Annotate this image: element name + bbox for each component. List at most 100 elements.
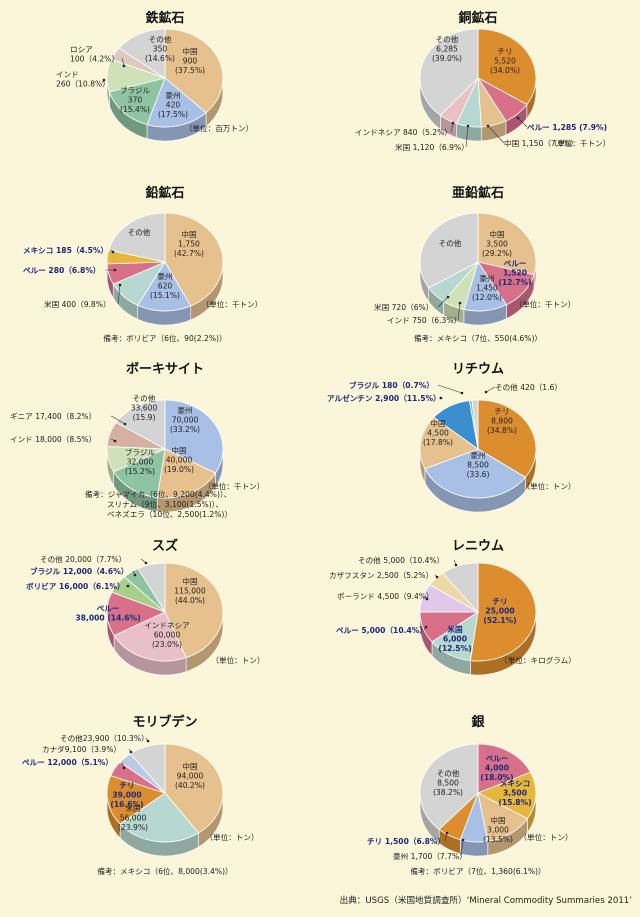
unit-label: （単位：千トン） bbox=[515, 299, 576, 309]
slice-label-line: (38.2%) bbox=[433, 788, 463, 797]
slice-label-line: (17.5%) bbox=[158, 110, 188, 119]
slice-label-line: 3,500 bbox=[486, 240, 508, 249]
pie-slice bbox=[419, 212, 479, 289]
slice-label-line: (40.2%) bbox=[175, 781, 205, 790]
unit-label: （単位：トン） bbox=[211, 655, 264, 665]
leader-dot bbox=[113, 439, 117, 443]
slice-label-line: ブラジル 12,000（4.6%） bbox=[30, 566, 128, 576]
slice-label: ペルー 1,285 (7.9%) bbox=[527, 123, 607, 132]
slice-label: ブラジル 180（0.7%） bbox=[349, 380, 434, 390]
slice-label-line: (29.2%) bbox=[482, 249, 512, 258]
slice-label-line: (23.0%) bbox=[152, 640, 182, 649]
pie-slice bbox=[442, 562, 479, 614]
pie-slice bbox=[113, 448, 166, 499]
slice-label-line: インド 750（6.3%） bbox=[387, 316, 461, 325]
leader-dot bbox=[439, 396, 443, 400]
slice-label-line: 中国 bbox=[430, 418, 445, 428]
slice-label: ペルー 1,520 (12.7%) bbox=[498, 259, 531, 287]
unit-label: （単位：トン） bbox=[519, 832, 572, 842]
slice-label-line: 70,000 bbox=[172, 416, 199, 425]
pie-slice bbox=[115, 399, 166, 450]
slice-label-line: 米国 400（9.8%） bbox=[44, 299, 111, 309]
pie-slice bbox=[164, 212, 224, 307]
slice-label: 中国 900 (37.5%) bbox=[175, 46, 205, 75]
slice-label-line: 4,500 bbox=[427, 429, 449, 438]
pie-slice bbox=[477, 743, 532, 794]
slice-label-line: チリ 1,500（6.8%） bbox=[367, 836, 445, 846]
chart-title: レニウム bbox=[452, 539, 504, 554]
slice-label: 中国 3,500 (29.2%) bbox=[482, 229, 512, 258]
slice-label-line: アルゼンチン 2,900（11.5%） bbox=[327, 393, 441, 403]
slice-label: 中国 115,000 (44.0%) bbox=[174, 576, 206, 605]
slice-label-line: 豪州 bbox=[165, 90, 180, 100]
slice-label-line: 米国 bbox=[125, 803, 140, 813]
slice-label: ペルー 12,000（5.1%） bbox=[22, 757, 113, 767]
leader-line bbox=[437, 296, 449, 308]
slice-label-line: (12.5%) bbox=[438, 644, 471, 653]
slice-label: ギニア 17,400（8.2%） bbox=[10, 412, 96, 421]
slice-label: チリ 39,000 (16.6%) bbox=[110, 781, 143, 809]
leader-line bbox=[485, 386, 496, 393]
slice-label-line: チリ bbox=[494, 407, 509, 416]
chart-note: 備考：ジャマイカ（6位、9,200(4.4%)）、スリナム（9位、3,100(1… bbox=[85, 489, 232, 519]
slice-label-line: 32,000 bbox=[127, 458, 154, 467]
leader-dot bbox=[111, 250, 115, 254]
pie-side bbox=[106, 77, 224, 142]
slice-label-line: 中国 1,150（7.0%） bbox=[504, 138, 578, 148]
slice-label: 中国 1,750 (42.7%) bbox=[174, 229, 204, 258]
slice-label-line: 420 bbox=[166, 101, 181, 110]
chart-title: 亜鉛鉱石 bbox=[452, 185, 504, 201]
pie-side bbox=[419, 261, 537, 326]
slice-label-line: 620 bbox=[158, 282, 173, 291]
leader-dot bbox=[424, 625, 428, 629]
leader-line bbox=[517, 117, 528, 128]
chart-note-line: ベネズエラ（10位、2,500(1.2%)） bbox=[107, 509, 232, 519]
slice-label-line: 8,500 bbox=[437, 779, 459, 788]
slice-label: チリ 5,520 (34.0%) bbox=[490, 47, 520, 75]
slice-label: 豪州 420 (17.5%) bbox=[158, 90, 188, 119]
leader-dot bbox=[486, 124, 490, 128]
slice-label-line: 中国 bbox=[181, 229, 196, 239]
slice-label-line: 米国 bbox=[447, 624, 463, 634]
slice-label: ポーランド 4,500（9.4%） bbox=[337, 592, 434, 601]
slice-label-line: (13.5%) bbox=[483, 835, 513, 844]
chart-title: リチウム bbox=[452, 362, 504, 377]
slice-label-line: 米国 1,120（6.9%） bbox=[395, 142, 469, 152]
leader-dot bbox=[133, 573, 137, 577]
slice-label-line: (23.9%) bbox=[118, 823, 148, 832]
slice-label-line: その他 bbox=[128, 227, 151, 237]
leader-line bbox=[457, 302, 461, 321]
slice-label: 豪州 1,700（7.7%） bbox=[393, 851, 467, 861]
chart-note: 備考：ボリビア（7位、1,360(6.1%)） bbox=[410, 866, 545, 876]
chart-title: 銀 bbox=[471, 714, 484, 730]
slice-label-line: (12.7%) bbox=[498, 278, 531, 287]
leader-line bbox=[487, 125, 505, 144]
slice-label: その他 8,500 (38.2%) bbox=[433, 768, 463, 797]
chart-note: 備考：メキシコ（6位、8,000(3.4%)） bbox=[97, 866, 232, 876]
slice-label-line: (15.2%) bbox=[125, 467, 155, 476]
slice-label-line: ギニア 17,400（8.2%） bbox=[10, 412, 96, 421]
slice-label-line: ブラジル bbox=[120, 85, 151, 95]
pie-slice bbox=[106, 775, 166, 825]
slice-label: ブラジル 12,000（4.6%） bbox=[30, 566, 128, 576]
slice-label-line: (39.0%) bbox=[432, 54, 462, 63]
leader-line bbox=[437, 384, 463, 394]
slice-label-line: 中国 bbox=[182, 761, 197, 771]
slice-label-line: 100（4.2%） bbox=[70, 55, 119, 64]
chart-title: 銅鉱石 bbox=[458, 10, 497, 26]
pie-slice bbox=[119, 792, 200, 843]
pie-slice bbox=[424, 448, 526, 499]
slice-label: 豪州 8,500 (33.6) bbox=[467, 450, 490, 479]
unit-label: （単位：百万トン） bbox=[185, 123, 253, 133]
slice-label: その他 bbox=[439, 238, 462, 248]
chart-title: ボーキサイト bbox=[126, 361, 204, 377]
slice-label: インド 260（10.8%） bbox=[56, 70, 110, 89]
unit-label: （単位：千トン） bbox=[202, 299, 263, 309]
slice-label: ペルー 4,000 (18.0%) bbox=[480, 754, 513, 782]
slice-label: インド 750（6.3%） bbox=[387, 316, 461, 325]
slice-label-line: 6,000 bbox=[443, 635, 467, 644]
